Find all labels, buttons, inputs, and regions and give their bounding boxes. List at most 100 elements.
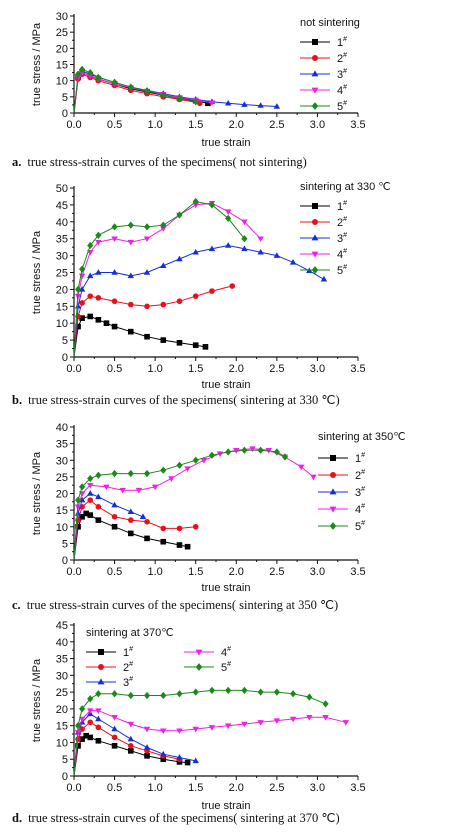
- data-point: [127, 272, 135, 279]
- x-tick-label: 3.5: [350, 566, 365, 578]
- legend-label-superscript: #: [343, 36, 347, 43]
- data-point: [192, 202, 199, 209]
- data-point: [289, 716, 297, 723]
- data-point: [192, 523, 199, 530]
- series-5: [73, 686, 329, 777]
- legend: sintering at 330 ℃1#2#3#4#5#: [300, 181, 391, 277]
- y-tick-label: 20: [56, 43, 68, 55]
- legend-marker: [329, 488, 337, 495]
- x-tick-label: 2.5: [269, 782, 284, 794]
- series-2: [73, 283, 236, 358]
- x-tick-label: 3.5: [350, 782, 365, 794]
- y-tick-label: 5: [62, 538, 68, 550]
- figure-caption: a. true stress-strain curves of the speci…: [12, 155, 307, 169]
- data-point: [160, 91, 167, 99]
- legend-marker: [98, 649, 104, 655]
- x-tick-label: 2.0: [229, 363, 244, 375]
- series-5: [73, 446, 289, 561]
- data-point: [79, 315, 85, 321]
- legend-label: 3#: [123, 676, 133, 689]
- data-point: [224, 99, 232, 106]
- data-point: [208, 686, 216, 695]
- data-point: [144, 333, 150, 340]
- data-point: [144, 303, 150, 310]
- legend-label-text: 5: [337, 101, 343, 113]
- data-point: [257, 720, 264, 726]
- legend-label-text: 2: [123, 662, 129, 674]
- data-point: [95, 724, 102, 731]
- data-point: [95, 231, 102, 239]
- data-point: [160, 525, 167, 532]
- x-tick-label: 1.0: [147, 363, 162, 375]
- data-point: [160, 538, 167, 545]
- data-point: [74, 302, 82, 309]
- data-point: [160, 221, 167, 229]
- data-point: [87, 482, 94, 489]
- data-point: [127, 691, 134, 700]
- y-tick-label: 10: [56, 76, 68, 88]
- data-point: [79, 705, 86, 713]
- series-3: [73, 490, 147, 561]
- chart-panel-2: 0.0 0.5 1.0 1.5 2.0 2.5 3.0 3.50510152025303540…: [12, 422, 406, 612]
- data-point: [127, 239, 135, 246]
- y-tick-label: 5: [62, 92, 68, 104]
- data-point: [87, 695, 94, 703]
- data-point: [176, 94, 183, 103]
- y-tick-label: 20: [56, 704, 68, 716]
- legend: sintering at 350℃1#2#3#4#5#: [318, 431, 406, 533]
- legend-label-text: 1: [337, 201, 343, 213]
- data-point: [74, 496, 82, 504]
- data-point: [176, 298, 183, 305]
- legend-item-1: 1#: [86, 646, 133, 659]
- legend-item-2: 2#: [300, 216, 347, 229]
- x-tick-label: 2.5: [269, 363, 284, 375]
- data-point: [289, 259, 297, 265]
- x-tick-label: 3.5: [350, 119, 365, 131]
- data-point: [87, 490, 94, 496]
- x-tick-label: 0.5: [107, 782, 122, 794]
- data-point: [111, 715, 118, 721]
- data-point: [176, 461, 183, 469]
- data-point: [75, 323, 81, 330]
- legend-item-3: 3#: [300, 68, 347, 81]
- data-point: [78, 286, 86, 292]
- legend-marker: [329, 522, 337, 530]
- figure-caption: b. true stress-strain curves of the speci…: [12, 393, 340, 407]
- data-point: [79, 483, 86, 491]
- legend-label-text: 4: [221, 647, 227, 659]
- data-point: [87, 68, 94, 77]
- data-point: [249, 446, 256, 452]
- data-point: [87, 708, 94, 714]
- series-3: [73, 710, 199, 777]
- data-point: [160, 337, 167, 343]
- figure-caption: c. true stress-strain curves of the speci…: [12, 598, 338, 612]
- y-tick-label: 30: [56, 251, 68, 263]
- y-tick-label: 45: [56, 200, 68, 212]
- legend-label-superscript: #: [343, 264, 347, 271]
- data-point: [192, 197, 199, 206]
- data-point: [111, 523, 118, 530]
- data-point: [74, 285, 82, 294]
- series-line: [73, 315, 206, 358]
- legend-item-1: 1#: [300, 36, 347, 49]
- legend-item-4: 4#: [300, 248, 347, 261]
- x-tick-label: 1.5: [188, 566, 203, 578]
- data-point: [144, 753, 150, 759]
- y-tick-label: 30: [56, 455, 68, 467]
- data-point: [224, 723, 232, 730]
- data-point: [128, 328, 134, 335]
- series-5: [73, 197, 248, 358]
- data-point: [95, 493, 102, 500]
- data-point: [95, 269, 102, 275]
- data-point: [209, 288, 215, 294]
- x-tick-label: 3.0: [310, 363, 325, 375]
- data-point: [176, 340, 183, 346]
- legend-label: 2#: [123, 661, 133, 674]
- data-point: [83, 510, 89, 517]
- legend-item-2: 2#: [86, 661, 133, 674]
- data-point: [95, 239, 102, 246]
- data-point: [95, 737, 102, 744]
- legend-label-superscript: #: [343, 52, 347, 59]
- data-point: [192, 726, 199, 733]
- legend-label-text: 4: [337, 85, 343, 97]
